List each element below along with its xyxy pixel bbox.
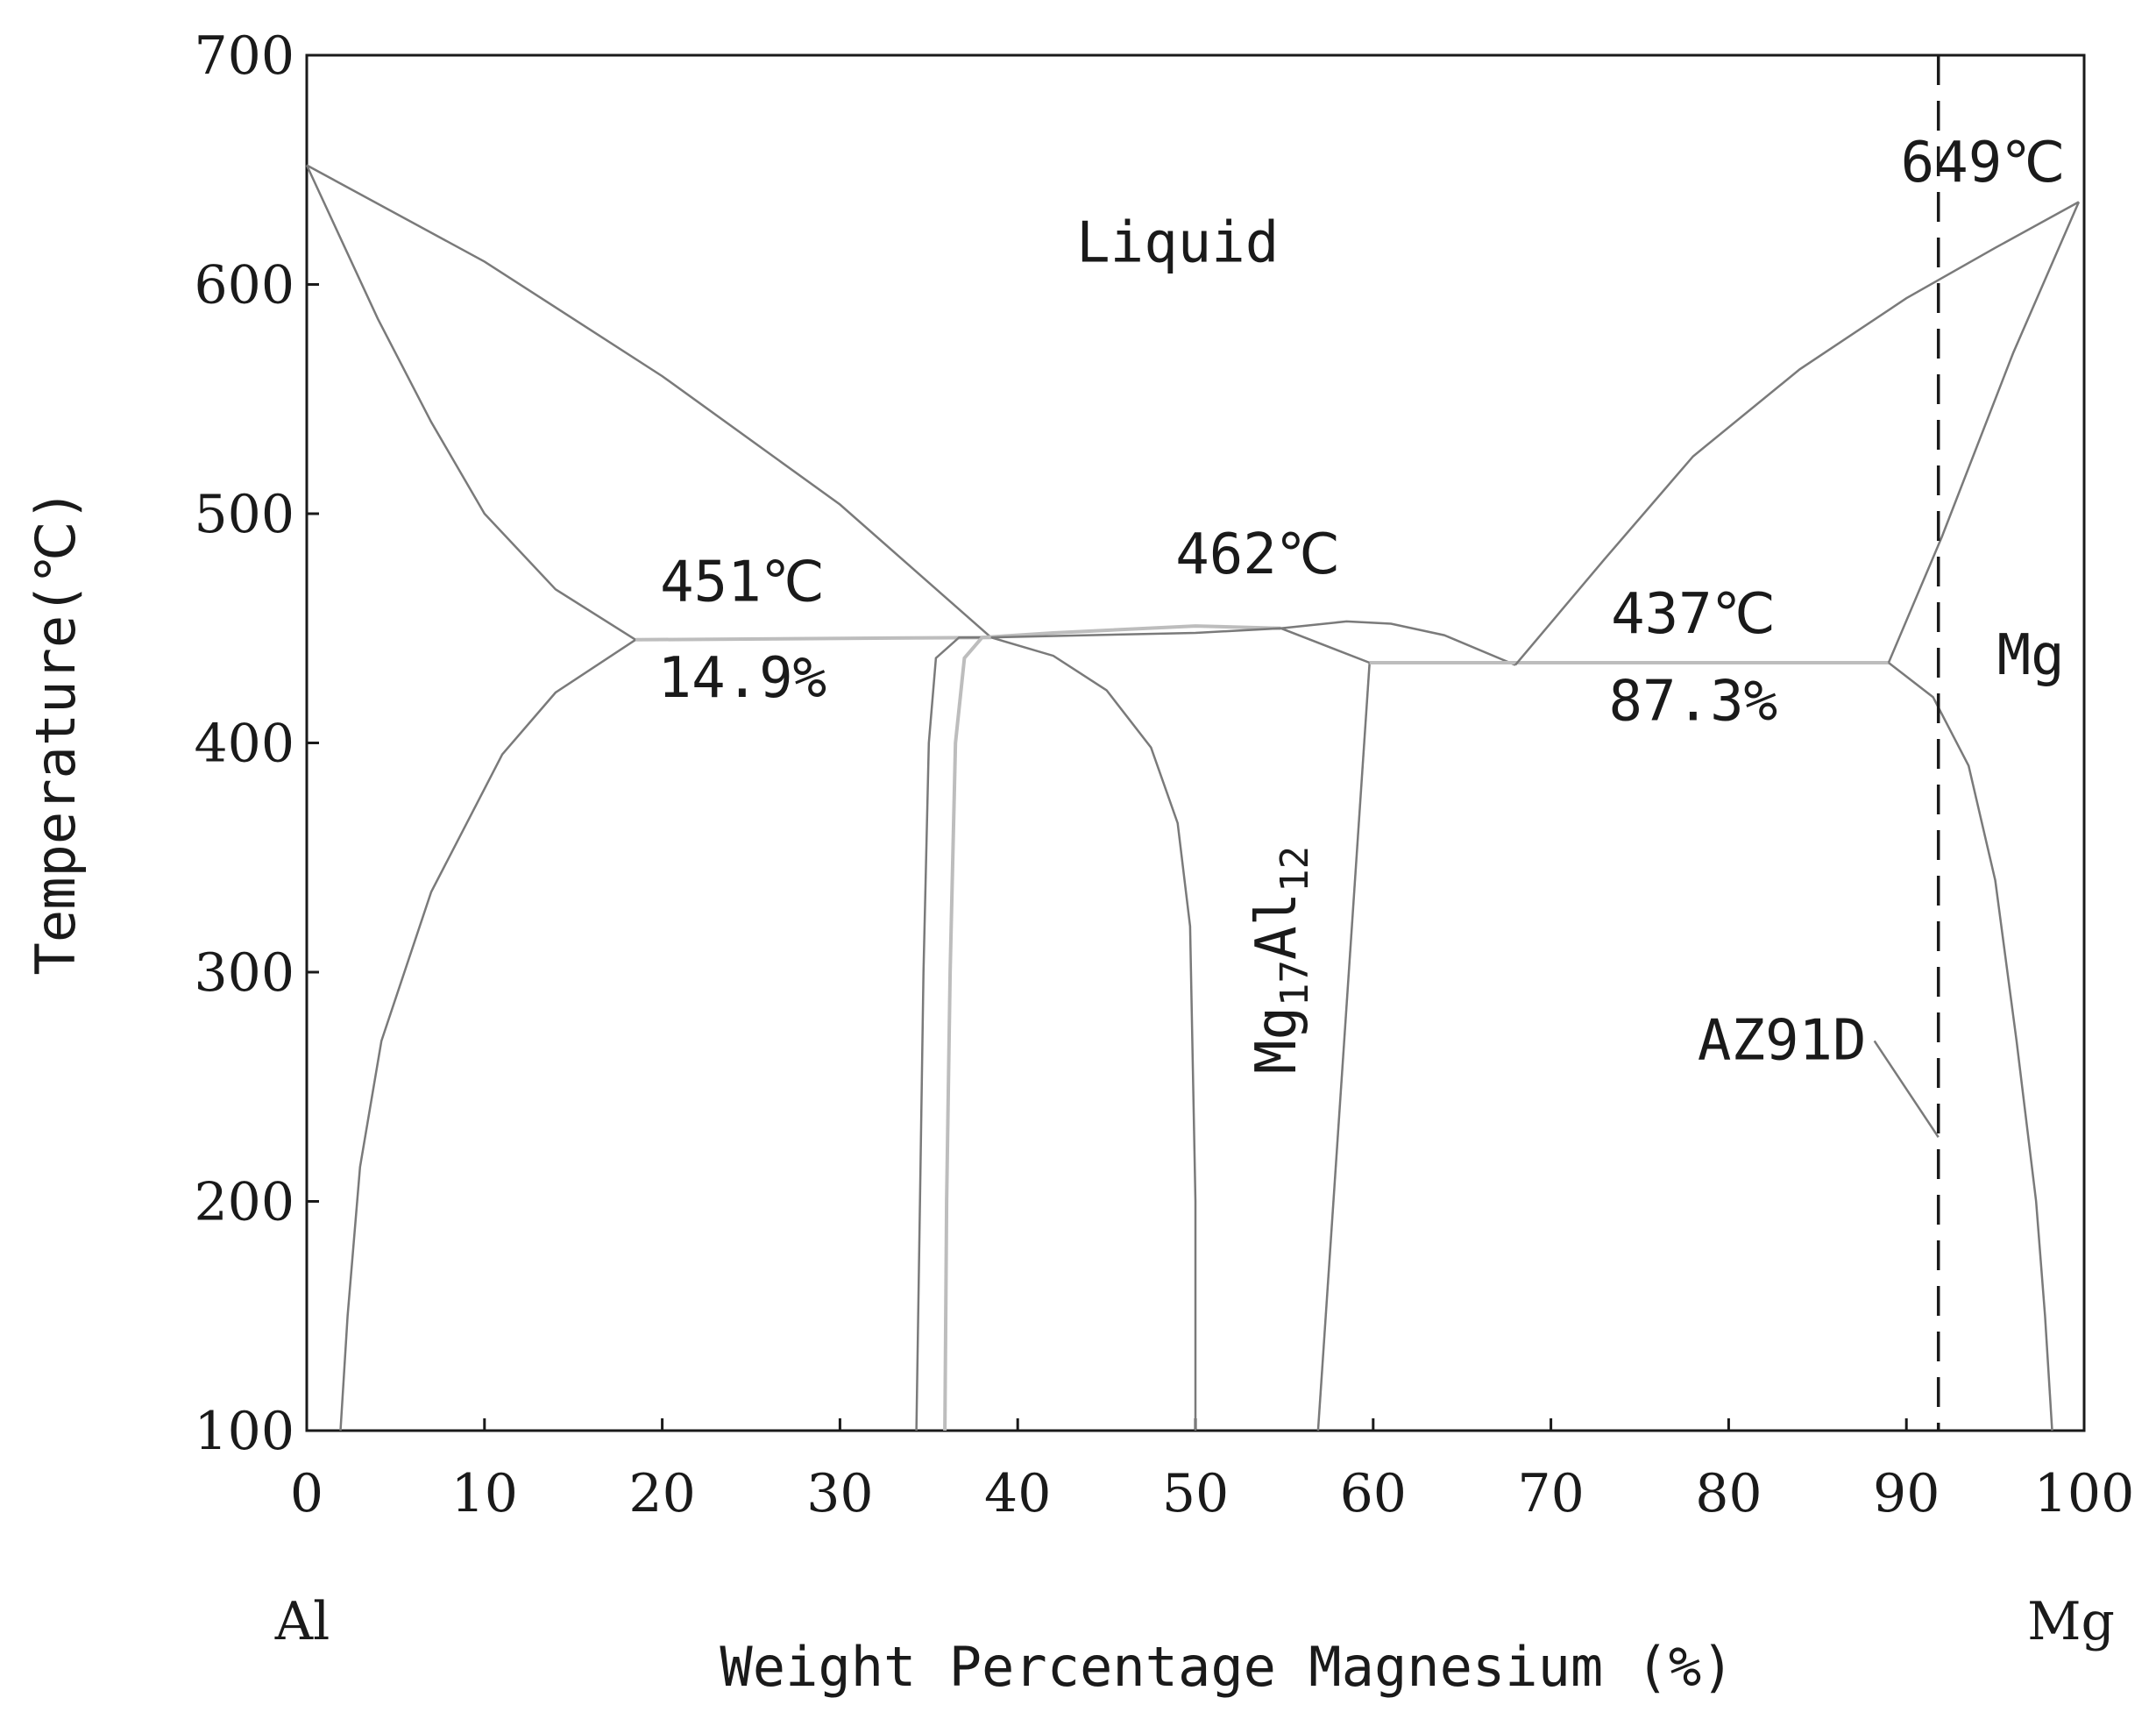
phase-boundary-9: [1316, 662, 1371, 1431]
annotations: Liquid 451℃ 14.9% 462℃ 437℃ 87.3% 649℃ Mg AZ91D: [658, 131, 2066, 1074]
annotation-6: 649℃: [1901, 131, 2065, 195]
phase-boundary-13: [1888, 662, 2053, 1431]
x-tick-label-2: 20: [628, 1463, 695, 1524]
phase-boundary-12: [1887, 201, 2081, 664]
x-tick-label-3: 30: [806, 1463, 873, 1524]
phase-boundary-5: [943, 624, 1281, 1431]
phase-boundary-1: [306, 164, 992, 639]
phase-boundaries: [305, 164, 2081, 1431]
y-tick-label-6: 700: [194, 25, 294, 87]
phase-label-mid: Al: [1245, 892, 1309, 960]
phase-boundary-0: [305, 164, 636, 641]
az91d-leader-line: [1873, 1040, 1940, 1138]
x-tick-label-6: 60: [1340, 1463, 1407, 1524]
phase-boundary-7: [990, 627, 1371, 664]
phase-label-base: Mg: [1245, 1006, 1309, 1074]
x-tick-label-9: 90: [1873, 1463, 1940, 1524]
x-tick-label-4: 40: [984, 1463, 1051, 1524]
x-axis-title: Weight Percentage Magnesium (%): [720, 1635, 1734, 1699]
y-tick-label-3: 400: [194, 714, 294, 775]
annotation-4: 437℃: [1611, 582, 1775, 647]
y-axis-title: Temperature(℃): [24, 489, 88, 976]
x-tick-label-5: 50: [1162, 1463, 1229, 1524]
phase-label-sub1: 17: [1273, 960, 1317, 1006]
x-tick-label-1: 10: [451, 1463, 518, 1524]
x-axis-left-end-label: Al: [274, 1591, 330, 1652]
x-tick-label-10: 100: [2034, 1463, 2135, 1524]
phase-boundary-3: [635, 636, 991, 642]
axes: 0 10 20 30 40 50 60 70 80 90 100 100 200 300 400 500 600…: [194, 25, 2134, 1524]
phase-label-mg17al12: Mg17Al12: [1245, 846, 1317, 1074]
annotation-0: Liquid: [1076, 210, 1279, 275]
x-tick-label-0: 0: [290, 1463, 323, 1524]
phase-boundary-11: [1514, 201, 2080, 666]
x-axis-right-end-label: Mg: [2027, 1591, 2115, 1652]
y-tick-label-4: 500: [194, 484, 294, 545]
phase-boundary-8: [1280, 620, 1516, 666]
x-tick-label-7: 70: [1517, 1463, 1584, 1524]
phase-boundary-4: [915, 636, 991, 1431]
annotation-7: Mg: [1997, 623, 2065, 688]
annotation-1: 451℃: [660, 550, 824, 614]
phase-boundary-2: [339, 638, 636, 1431]
x-tick-label-8: 80: [1695, 1463, 1762, 1524]
annotation-3: 462℃: [1175, 522, 1339, 587]
svg-text:Mg17Al12: Mg17Al12: [1245, 846, 1317, 1074]
annotation-5: 87.3%: [1609, 669, 1778, 734]
annotation-8: AZ91D: [1698, 1008, 1867, 1073]
az91d-composition-marker: [1873, 55, 1940, 1431]
annotation-2: 14.9%: [658, 646, 827, 711]
phase-boundary-6: [990, 636, 1197, 1431]
y-tick-label-1: 200: [194, 1172, 294, 1233]
y-tick-label-0: 100: [194, 1401, 294, 1462]
y-tick-label-2: 300: [194, 942, 294, 1004]
phase-label-sub2: 12: [1273, 846, 1317, 892]
y-tick-label-5: 600: [194, 255, 294, 316]
